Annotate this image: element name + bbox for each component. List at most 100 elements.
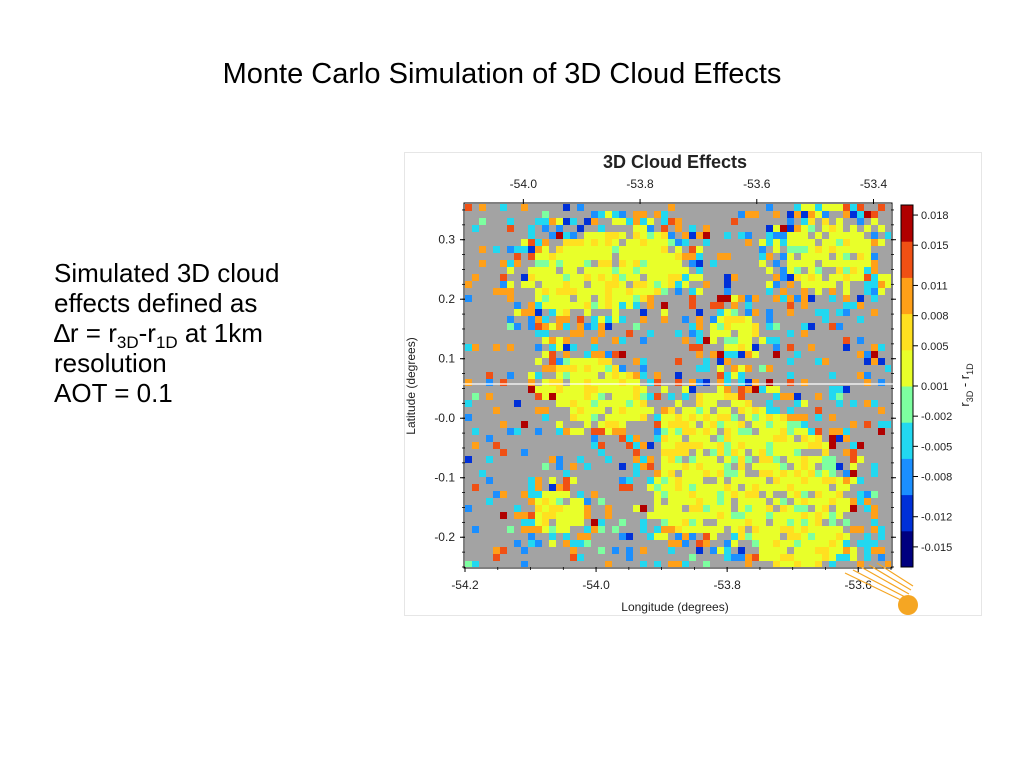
heatmap-cell (850, 232, 857, 239)
heatmap-cell (605, 316, 612, 323)
heatmap-cell (717, 365, 724, 372)
heatmap-cell (626, 330, 633, 337)
heatmap-cell (787, 379, 794, 386)
heatmap-cell (724, 379, 731, 386)
heatmap-cell (808, 554, 815, 561)
heatmap-cell (752, 379, 759, 386)
heatmap-cell (766, 421, 773, 428)
heatmap-cell (850, 225, 857, 232)
heatmap-cell (738, 386, 745, 393)
heatmap-cell (563, 386, 570, 393)
heatmap-cell (598, 379, 605, 386)
heatmap-cell (766, 407, 773, 414)
heatmap-cell (528, 302, 535, 309)
heatmap-cell (787, 491, 794, 498)
heatmap-cell (633, 407, 640, 414)
heatmap-cell (605, 211, 612, 218)
heatmap-cell (717, 484, 724, 491)
heatmap-cell (766, 414, 773, 421)
heatmap-cell (717, 372, 724, 379)
heatmap-cell (647, 267, 654, 274)
axes: -54.2 -54.0 -53.8 -53.6-54.0 -53.8 -53.6 -53.4… (434, 177, 896, 592)
heatmap-cell (738, 330, 745, 337)
heatmap-cell (591, 414, 598, 421)
heatmap-cell (773, 421, 780, 428)
heatmap-cell (556, 302, 563, 309)
heatmap-cell (752, 484, 759, 491)
y-tick-label: 0.3 (438, 233, 455, 247)
heatmap-cell (612, 309, 619, 316)
heatmap-cell (675, 533, 682, 540)
heatmap-cell (794, 393, 801, 400)
heatmap-cell (682, 316, 689, 323)
heatmap-cell (535, 393, 542, 400)
heatmap-cell (535, 498, 542, 505)
heatmap-cell (500, 421, 507, 428)
heatmap-cell (563, 323, 570, 330)
heatmap-cell (661, 442, 668, 449)
heatmap-cell (871, 470, 878, 477)
heatmap-cell (556, 484, 563, 491)
heatmap-cell (871, 400, 878, 407)
heatmap-cell (654, 379, 661, 386)
heatmap-cell (591, 442, 598, 449)
heatmap-cell (801, 554, 808, 561)
heatmap-cell (605, 267, 612, 274)
heatmap-cell (871, 309, 878, 316)
heatmap-cell (689, 428, 696, 435)
heatmap-cell (633, 358, 640, 365)
heatmap-cell (472, 344, 479, 351)
heatmap-cell (745, 477, 752, 484)
heatmap-cell (612, 232, 619, 239)
heatmap-cell (479, 204, 486, 211)
heatmap-cell (605, 260, 612, 267)
heatmap-cell (703, 232, 710, 239)
heatmap-cell (871, 526, 878, 533)
heatmap-cell (696, 400, 703, 407)
heatmap-cell (717, 477, 724, 484)
heatmap-cell (689, 512, 696, 519)
heatmap-cell (521, 421, 528, 428)
heatmap-cell (843, 435, 850, 442)
colorbar-tick-label: 0.018 (921, 210, 949, 222)
colorbar-tick-label: -0.012 (921, 512, 952, 524)
heatmap-cell (563, 337, 570, 344)
heatmap-cell (822, 449, 829, 456)
heatmap-cell (654, 253, 661, 260)
heatmap-cell (717, 526, 724, 533)
heatmap-cell (612, 351, 619, 358)
heatmap-cell (836, 393, 843, 400)
heatmap-cell (857, 372, 864, 379)
heatmap-cell (717, 407, 724, 414)
heatmap-cell (605, 421, 612, 428)
heatmap-cell (668, 463, 675, 470)
heatmap-cell (654, 372, 661, 379)
heatmap-cell (479, 470, 486, 477)
heatmap-cell (752, 554, 759, 561)
heatmap-cell (689, 330, 696, 337)
heatmap-cell (787, 435, 794, 442)
heatmap-cell (780, 414, 787, 421)
heatmap-cell (556, 372, 563, 379)
heatmap-cell (542, 512, 549, 519)
heatmap-cell (619, 274, 626, 281)
heatmap-cell (773, 260, 780, 267)
heatmap-cell (556, 400, 563, 407)
heatmap-cell (857, 246, 864, 253)
heatmap-cell (626, 379, 633, 386)
heatmap-cell (465, 561, 472, 567)
heatmap-cell (535, 372, 542, 379)
heatmap-cell (724, 554, 731, 561)
heatmap-cell (780, 561, 787, 567)
heatmap-cell (584, 393, 591, 400)
heatmap-cell (815, 456, 822, 463)
heatmap-cell (703, 533, 710, 540)
heatmap-cell (549, 288, 556, 295)
heatmap-cell (584, 512, 591, 519)
heatmap-cell (479, 246, 486, 253)
heatmap-cell (752, 505, 759, 512)
heatmap-cell (598, 288, 605, 295)
heatmap-cell (584, 526, 591, 533)
heatmap-cell (570, 281, 577, 288)
heatmap-cell (640, 225, 647, 232)
